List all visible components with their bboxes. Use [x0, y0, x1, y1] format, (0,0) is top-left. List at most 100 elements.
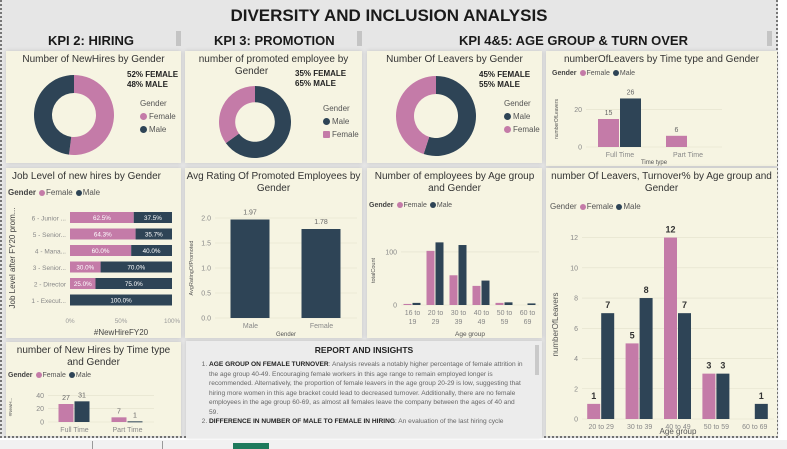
header-separator — [767, 31, 772, 46]
bar-male[interactable] — [95, 278, 173, 289]
donut-slice-male[interactable] — [423, 76, 476, 156]
insight-text: : Analysis reveals a notably higher perc… — [209, 361, 523, 416]
newhires-timetype-chart[interactable]: 0 20 40 27 31 Full Time 7 1 Part Time #NewH... — [6, 380, 181, 436]
legend-label: Male — [149, 125, 167, 134]
leavers-timetype-panel[interactable]: numberOfLeavers by Time type and Gender … — [546, 51, 777, 166]
employees-agegroup-panel[interactable]: Number of employees by Age group and Gend… — [367, 168, 542, 338]
bar-female[interactable] — [702, 373, 716, 419]
data-label: 6 — [675, 127, 679, 134]
bar-female[interactable] — [625, 343, 639, 419]
report-scrollbar[interactable] — [535, 345, 539, 375]
bar-female[interactable] — [587, 403, 601, 419]
bar-male[interactable] — [127, 421, 143, 423]
active-page-tab[interactable] — [233, 443, 269, 449]
x-tick-label: 40 to — [474, 310, 490, 317]
x-tick-label: Part Time — [113, 427, 143, 434]
donut-slice-female[interactable] — [68, 75, 114, 155]
donut-chart[interactable] — [34, 75, 114, 155]
x-tick-label: Male — [243, 323, 258, 330]
leavers-agegroup-chart[interactable]: 0 2 4 6 8 10 12 1 7 20 to 29 5 8 30 to 39 12 7 40 to 49… — [546, 214, 777, 436]
legend-item-male[interactable]: Male — [140, 123, 176, 136]
avg-rating-panel[interactable]: Avg Rating Of Promoted Employees by Gende… — [185, 168, 362, 338]
bar-female[interactable] — [664, 237, 677, 419]
male-dot-icon — [504, 113, 511, 121]
leavers-timetype-chart[interactable]: 0 20 15 26 Full Time 6 Part Time Time type numbe… — [546, 77, 777, 166]
bar-male[interactable] — [74, 401, 90, 422]
bar-female[interactable] — [666, 135, 687, 147]
bar-male[interactable] — [639, 298, 653, 419]
newhires-timetype-panel[interactable]: number of New Hires by Time type and Gend… — [6, 342, 181, 436]
title-line: Gender — [234, 66, 269, 77]
bar-male[interactable] — [678, 313, 691, 419]
x-axis-title: Gender — [276, 332, 296, 338]
bar-female[interactable] — [472, 285, 481, 305]
donut-chart[interactable] — [219, 86, 291, 158]
bar-male[interactable] — [458, 245, 467, 305]
legend: Gender Male Female — [504, 97, 540, 136]
avg-rating-chart[interactable]: 0.0 0.5 1.0 1.5 2.0 1.97 Male 1.78 Female Gender A… — [185, 198, 362, 338]
leavers-agegroup-panel[interactable]: number Of Leavers, Turnover% by Age grou… — [546, 168, 777, 436]
y-tick-label: 6 — [574, 326, 578, 333]
report-canvas: DIVERSITY AND INCLUSION ANALYSIS KPI 2: … — [0, 0, 778, 438]
bar-male[interactable] — [527, 303, 536, 305]
newhires-gender-panel[interactable]: Number of NewHires by Gender 52% FEMALE … — [6, 51, 181, 163]
legend-item-female[interactable]: Female — [323, 128, 359, 141]
bar-female[interactable] — [70, 278, 96, 289]
insights-list: AGE GROUP ON FEMALE TURNOVER: Analysis r… — [201, 360, 524, 427]
bar-male[interactable] — [131, 245, 172, 256]
bar-male[interactable] — [412, 302, 421, 305]
insight-heading: AGE GROUP ON FEMALE TURNOVER — [209, 361, 329, 368]
kpi-header-hiring: KPI 2: HIRING — [48, 33, 134, 48]
joblevel-panel[interactable]: Job Level of new hires by Gender Gender F… — [6, 168, 181, 338]
bar-male[interactable] — [100, 261, 172, 273]
page-title: DIVERSITY AND INCLUSION ANALYSIS — [230, 6, 548, 25]
donut-slice-male[interactable] — [34, 75, 74, 155]
legend-item-female[interactable]: Female — [504, 123, 540, 136]
bar-male[interactable] — [754, 403, 768, 419]
x-tick-label: 30 to 39 — [627, 424, 652, 431]
donut-slice-female[interactable] — [396, 76, 436, 155]
bar-female[interactable] — [70, 212, 134, 223]
bar-female[interactable] — [426, 250, 435, 305]
bar-male[interactable] — [135, 228, 172, 240]
bar-male[interactable] — [601, 313, 615, 419]
bar-male[interactable] — [504, 302, 513, 305]
donut-slice-female[interactable] — [219, 86, 255, 144]
pct-female: 35% FEMALE — [295, 69, 347, 78]
bar-male[interactable] — [716, 373, 730, 419]
y-axis-title: AvgRatingOfPromoted — [189, 241, 195, 296]
data-label: 100.0% — [110, 298, 132, 305]
legend-item-female[interactable]: Female — [140, 110, 176, 123]
employees-agegroup-chart[interactable]: 0 100 16 to 19 20 to 29 30 to 39 40 to 49 50 to 59 6… — [367, 212, 542, 338]
legend-item-male[interactable]: Male — [323, 115, 359, 128]
bar-female[interactable] — [449, 275, 458, 305]
bar-female[interactable] — [70, 261, 101, 273]
bar-male[interactable] — [481, 280, 490, 305]
y-tick-label: 12 — [570, 235, 578, 242]
bar-female[interactable] — [598, 119, 619, 147]
female-dot-icon — [396, 202, 403, 209]
legend-item-male[interactable]: Male — [504, 110, 540, 123]
bar-female[interactable] — [403, 303, 412, 305]
bar-male[interactable] — [435, 242, 444, 305]
kpi-header-promotion: KPI 3: PROMOTION — [214, 33, 335, 48]
leavers-gender-panel[interactable]: Number Of Leavers by Gender 45% FEMALE 5… — [367, 51, 542, 163]
bar-male[interactable] — [70, 294, 172, 306]
bar-female[interactable] — [111, 417, 127, 422]
panel-title: number of promoted employee by Gender — [185, 54, 362, 78]
joblevel-chart[interactable]: 6 - Junior ... 62.5% 37.5% 5 - Senior... 64.… — [6, 198, 181, 338]
legend-label: Female — [149, 112, 176, 121]
bar-male[interactable] — [301, 229, 341, 318]
donut-chart[interactable] — [396, 76, 476, 156]
report-insights-panel[interactable]: REPORT AND INSIGHTS AGE GROUP ON FEMALE … — [186, 341, 542, 438]
promoted-gender-panel[interactable]: number of promoted employee by Gender 35%… — [185, 51, 362, 163]
bar-male[interactable] — [620, 98, 641, 147]
bar-female[interactable] — [70, 228, 136, 240]
donut-slice-male[interactable] — [225, 86, 291, 158]
bar-female[interactable] — [495, 302, 504, 305]
bar-female[interactable] — [70, 245, 132, 256]
bar-male[interactable] — [230, 219, 270, 319]
y-tick-label: 0.0 — [201, 316, 211, 323]
bar-male[interactable] — [133, 212, 172, 223]
bar-female[interactable] — [58, 404, 74, 422]
